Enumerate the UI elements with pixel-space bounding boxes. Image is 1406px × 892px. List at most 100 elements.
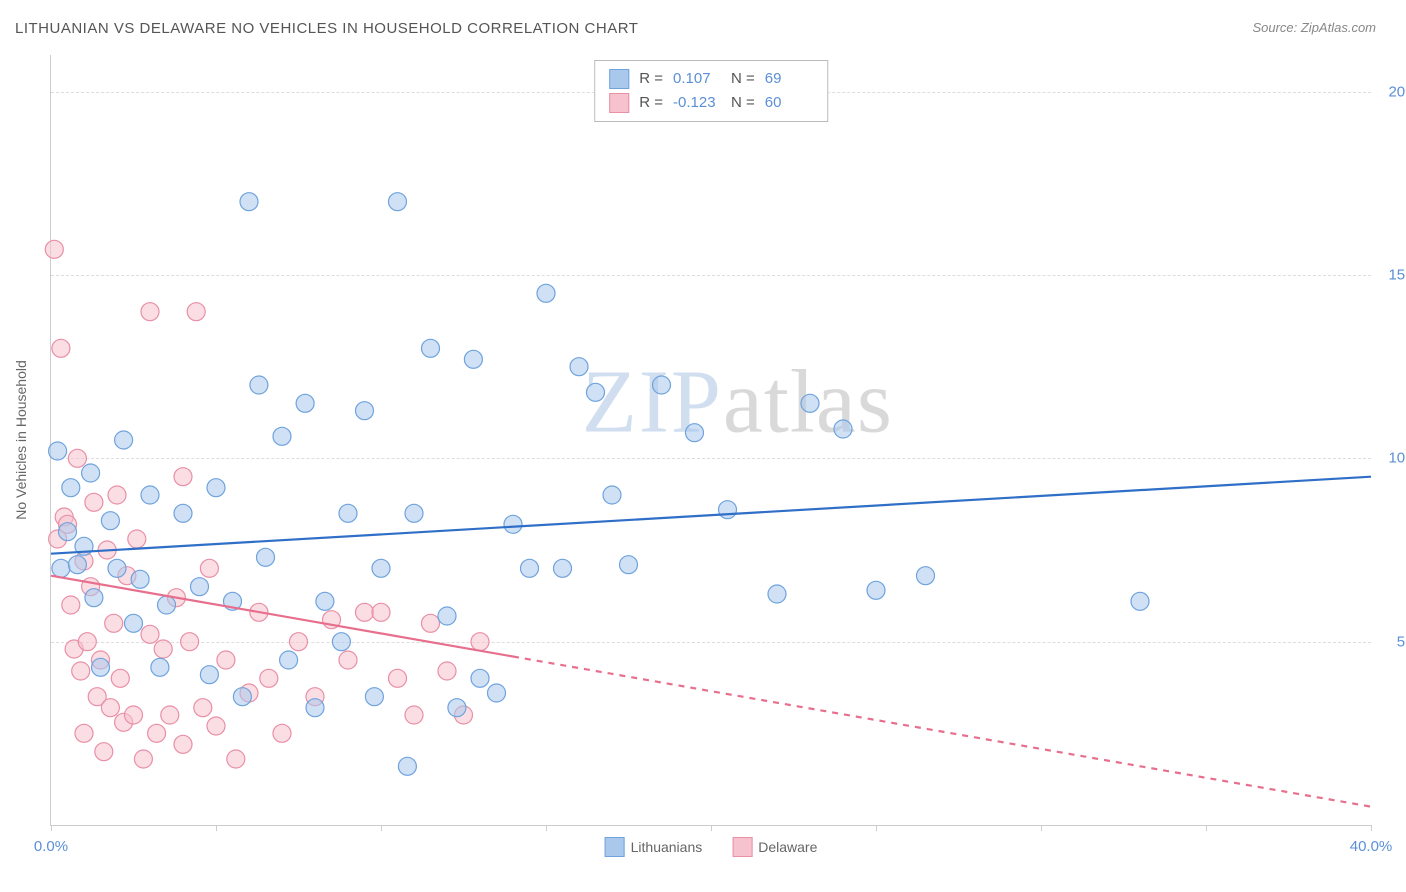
x-tick — [546, 825, 547, 831]
scatter-point — [45, 240, 63, 258]
scatter-point — [398, 757, 416, 775]
scatter-point — [95, 743, 113, 761]
scatter-point — [92, 658, 110, 676]
n-value-2: 60 — [765, 91, 813, 115]
scatter-point — [200, 559, 218, 577]
legend-bottom: Lithuanians Delaware — [605, 837, 818, 857]
scatter-point — [250, 376, 268, 394]
scatter-point — [187, 303, 205, 321]
scatter-point — [194, 699, 212, 717]
scatter-point — [52, 559, 70, 577]
scatter-point — [316, 592, 334, 610]
scatter-point — [131, 570, 149, 588]
scatter-point — [108, 486, 126, 504]
scatter-point — [72, 662, 90, 680]
x-tick-label: 40.0% — [1350, 838, 1393, 855]
scatter-point — [75, 724, 93, 742]
scatter-point — [151, 658, 169, 676]
scatter-point — [537, 284, 555, 302]
scatter-point — [570, 358, 588, 376]
scatter-point — [154, 640, 172, 658]
n-label-1: N = — [731, 67, 755, 91]
scatter-point — [306, 699, 324, 717]
scatter-point — [405, 504, 423, 522]
y-tick-label: 20.0% — [1388, 83, 1406, 100]
scatter-plot — [51, 55, 1371, 825]
scatter-point — [917, 567, 935, 585]
scatter-point — [296, 394, 314, 412]
scatter-point — [686, 424, 704, 442]
scatter-point — [448, 699, 466, 717]
scatter-point — [339, 651, 357, 669]
scatter-point — [125, 706, 143, 724]
scatter-point — [372, 559, 390, 577]
scatter-point — [521, 559, 539, 577]
scatter-point — [554, 559, 572, 577]
scatter-point — [233, 688, 251, 706]
scatter-point — [768, 585, 786, 603]
scatter-point — [125, 614, 143, 632]
scatter-point — [111, 669, 129, 687]
scatter-point — [867, 581, 885, 599]
scatter-point — [148, 724, 166, 742]
scatter-point — [85, 493, 103, 511]
scatter-point — [62, 596, 80, 614]
scatter-point — [719, 501, 737, 519]
stats-legend-box: R = 0.107 N = 69 R = -0.123 N = 60 — [594, 60, 828, 122]
scatter-point — [471, 633, 489, 651]
x-tick — [381, 825, 382, 831]
scatter-point — [85, 589, 103, 607]
scatter-point — [339, 504, 357, 522]
scatter-point — [207, 479, 225, 497]
scatter-point — [422, 339, 440, 357]
scatter-point — [78, 633, 96, 651]
x-tick — [876, 825, 877, 831]
scatter-point — [290, 633, 308, 651]
scatter-point — [108, 559, 126, 577]
trend-line — [51, 477, 1371, 554]
scatter-point — [200, 666, 218, 684]
scatter-point — [356, 402, 374, 420]
chart-title: LITHUANIAN VS DELAWARE NO VEHICLES IN HO… — [15, 20, 638, 37]
x-tick — [711, 825, 712, 831]
scatter-point — [471, 669, 489, 687]
scatter-point — [389, 669, 407, 687]
legend-item-2: Delaware — [732, 837, 817, 857]
x-tick-label: 0.0% — [34, 838, 68, 855]
y-tick-label: 10.0% — [1388, 450, 1406, 467]
scatter-point — [82, 464, 100, 482]
scatter-point — [227, 750, 245, 768]
scatter-point — [464, 350, 482, 368]
r-label-2: R = — [639, 91, 663, 115]
scatter-point — [134, 750, 152, 768]
legend-swatch-1 — [605, 837, 625, 857]
scatter-point — [280, 651, 298, 669]
scatter-point — [587, 383, 605, 401]
scatter-point — [620, 556, 638, 574]
scatter-point — [62, 479, 80, 497]
scatter-point — [207, 717, 225, 735]
scatter-point — [653, 376, 671, 394]
stats-row-2: R = -0.123 N = 60 — [609, 91, 813, 115]
scatter-point — [68, 449, 86, 467]
scatter-point — [101, 512, 119, 530]
source-label: Source: ZipAtlas.com — [1252, 20, 1376, 35]
y-tick-label: 15.0% — [1388, 267, 1406, 284]
legend-label-1: Lithuanians — [631, 839, 703, 855]
scatter-point — [257, 548, 275, 566]
scatter-point — [115, 431, 133, 449]
x-tick — [1371, 825, 1372, 831]
legend-item-1: Lithuanians — [605, 837, 703, 857]
scatter-point — [191, 578, 209, 596]
x-tick — [216, 825, 217, 831]
scatter-point — [422, 614, 440, 632]
scatter-point — [801, 394, 819, 412]
scatter-point — [174, 735, 192, 753]
stats-row-1: R = 0.107 N = 69 — [609, 67, 813, 91]
n-value-1: 69 — [765, 67, 813, 91]
scatter-point — [405, 706, 423, 724]
scatter-point — [488, 684, 506, 702]
scatter-point — [389, 193, 407, 211]
scatter-point — [603, 486, 621, 504]
y-axis-label: No Vehicles in Household — [13, 360, 29, 520]
